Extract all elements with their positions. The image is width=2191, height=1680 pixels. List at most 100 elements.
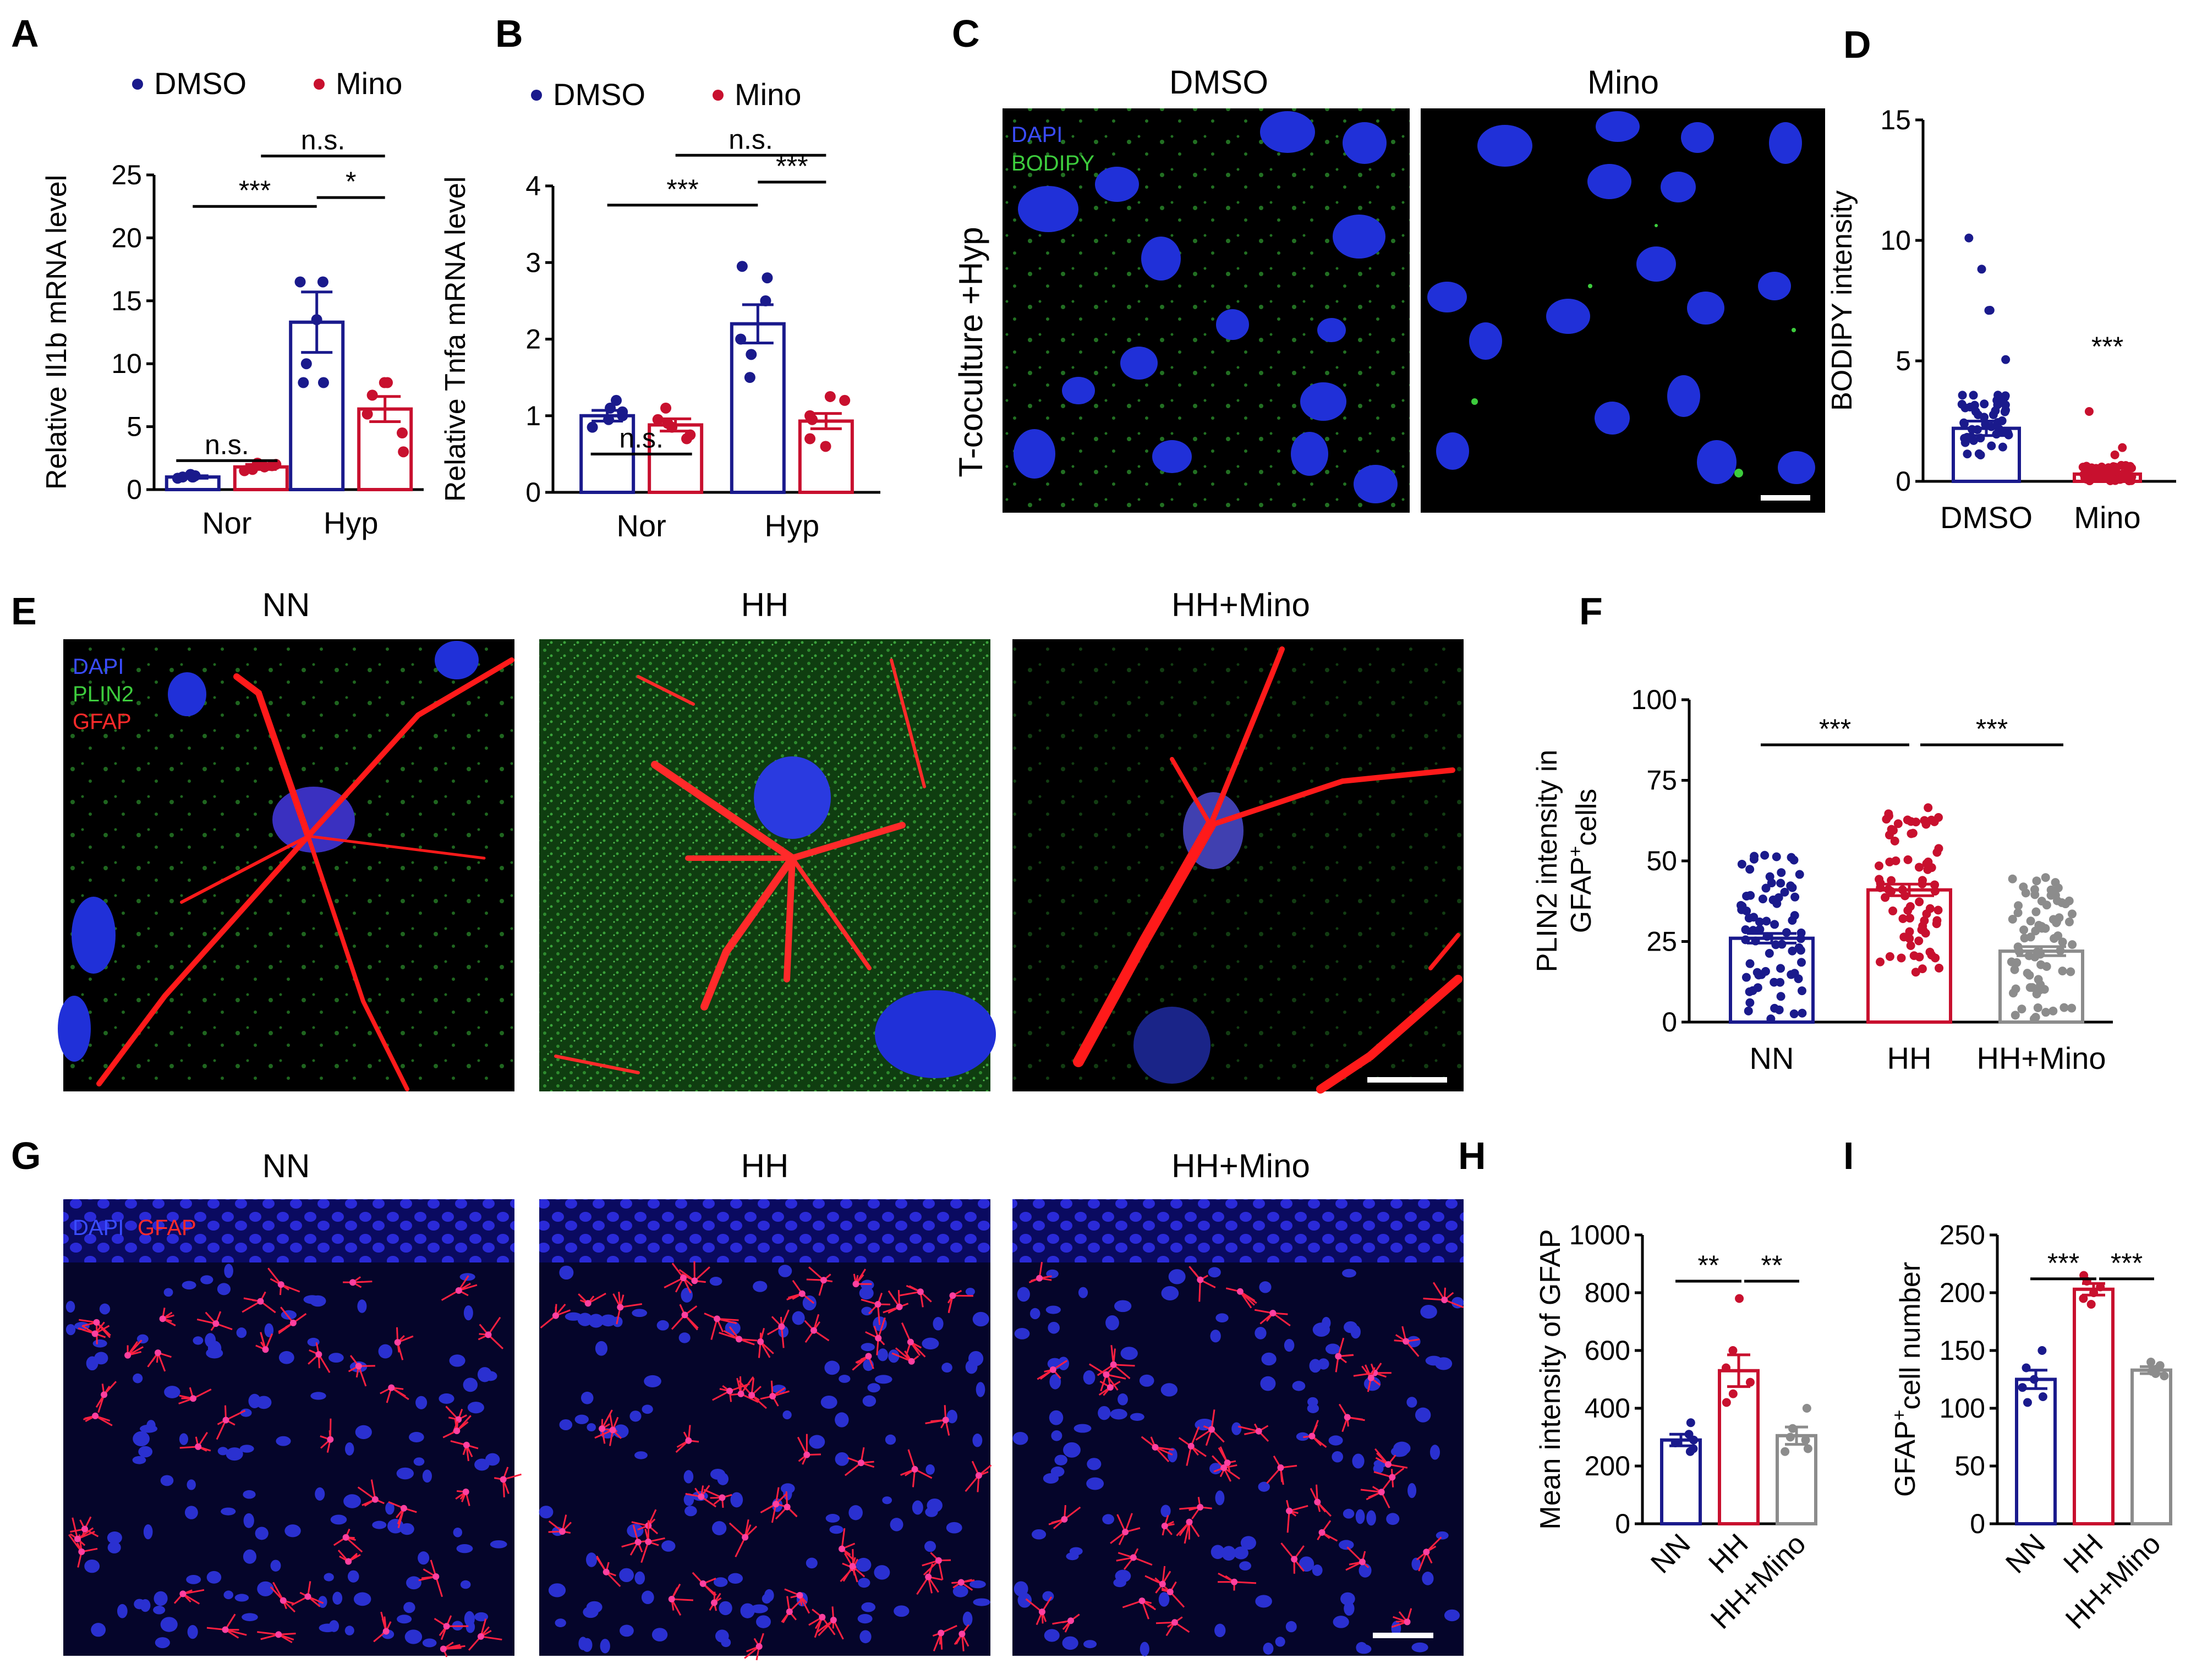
nucleus [490,1540,507,1549]
nucleus [1062,1636,1078,1650]
soma [432,1573,440,1580]
astrocyte [861,1293,891,1325]
soma [957,1579,965,1586]
process [183,1589,205,1595]
nucleus [600,1314,617,1327]
process [877,1317,886,1339]
data-point [2040,985,2049,994]
astrocyte [257,1631,296,1644]
astrocyte [1416,1536,1442,1572]
y-tick-label: 5 [127,411,142,442]
process [821,1616,836,1635]
astrocyte [844,1447,875,1476]
process [780,1326,785,1348]
nucleus [1406,1397,1417,1408]
soma [757,1338,764,1346]
astrocyte [373,1611,392,1643]
nucleus [559,1265,574,1280]
astrocyte [671,1304,699,1331]
nucleus [1292,1381,1306,1391]
nucleus [683,1470,694,1484]
soma [394,1339,401,1346]
process [852,1355,869,1371]
astrocyte [1097,1345,1135,1380]
process [1186,1446,1192,1466]
soma [874,1301,881,1308]
astrocyte [70,1516,99,1538]
astrocyte [468,1618,502,1651]
soma [400,1505,407,1512]
process [345,1536,363,1553]
data-point [1748,986,1757,995]
process [68,1534,83,1552]
y-tick-label: 0 [525,477,541,508]
data-point [1898,914,1908,924]
process [281,1283,300,1293]
soma [289,1319,297,1326]
soma [958,1630,966,1638]
process [841,1528,846,1549]
astrocyte [478,1316,504,1349]
soma [599,1425,606,1432]
process [257,1631,279,1635]
data-point [735,333,747,345]
data-point [1985,306,1995,315]
data-point [744,372,755,383]
x-tick-label: NN [1645,1528,1696,1579]
process [640,1541,649,1563]
astrocyte [730,1376,759,1403]
nucleus [343,1494,361,1508]
data-point [1885,952,1894,961]
nucleus [1363,1376,1381,1391]
y-tick-label: 0 [1896,466,1911,497]
soma [609,1426,616,1434]
nucleus [1120,1347,1138,1360]
data-point [1992,430,2001,439]
soma [1286,1507,1293,1514]
soma [455,1416,462,1423]
data-point [1931,953,1940,963]
nucleus [1312,1564,1323,1576]
data-point [611,394,622,406]
soma [1404,1618,1411,1626]
data-point [2098,467,2107,476]
significance-label: ** [1698,1250,1719,1281]
legend-label: DMSO [154,66,247,101]
data-point [2023,1398,2032,1407]
data-point [1770,978,1779,987]
data-point [1976,451,1985,460]
significance-label: n.s. [728,124,773,155]
soma [477,1633,484,1640]
astrocyte [808,1608,836,1638]
data-point [1797,958,1806,967]
nucleus [1114,1300,1132,1313]
nucleus [1285,1621,1297,1633]
data-point [1728,1346,1738,1355]
soma [1308,1432,1316,1440]
nucleus [762,1594,771,1604]
data-point [298,377,309,388]
data-point [1920,816,1929,825]
soma [1220,1464,1228,1472]
data-point [1874,861,1883,871]
nucleus [404,1629,423,1644]
data-point [361,408,373,420]
nucleus [1420,1304,1437,1319]
soma [1335,1353,1342,1360]
nucleus [355,1425,372,1440]
astrocyte [1310,1484,1332,1517]
astrocyte [333,1528,363,1553]
nucleus [1031,1529,1047,1540]
data-point [1993,418,2002,427]
astrocyte [900,1449,933,1487]
process [735,1536,746,1557]
nucleus [1284,1338,1295,1352]
astrocyte [1048,1505,1081,1529]
soma [810,1327,818,1334]
astrocyte [954,1624,969,1651]
soma [736,1336,743,1343]
process [605,1571,621,1587]
nucleus [922,1337,939,1350]
astrocyte [925,1405,950,1436]
nucleus [318,1596,327,1608]
